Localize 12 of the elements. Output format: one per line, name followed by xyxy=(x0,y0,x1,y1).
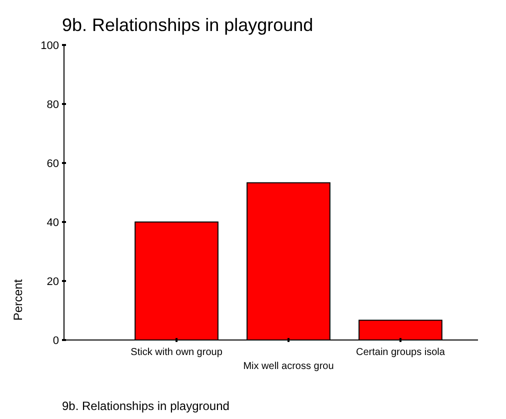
chart-title: 9b. Relationships in playground xyxy=(62,15,314,35)
y-tick-label: 0 xyxy=(52,334,59,347)
y-tick-label: 20 xyxy=(46,276,59,288)
y-tick-label: 100 xyxy=(40,40,59,52)
y-axis-title: Percent xyxy=(11,278,25,321)
x-tick-label: Mix well across grou xyxy=(243,361,334,372)
y-tick-label: 80 xyxy=(46,98,59,111)
text: 9b. Relationships in playground xyxy=(62,399,230,413)
x-tick-label: Stick with own group xyxy=(130,347,223,358)
x-tick-label: Certain groups isola xyxy=(356,347,446,358)
y-tick-label: 40 xyxy=(46,216,59,229)
y-tick-label: 60 xyxy=(46,158,59,170)
